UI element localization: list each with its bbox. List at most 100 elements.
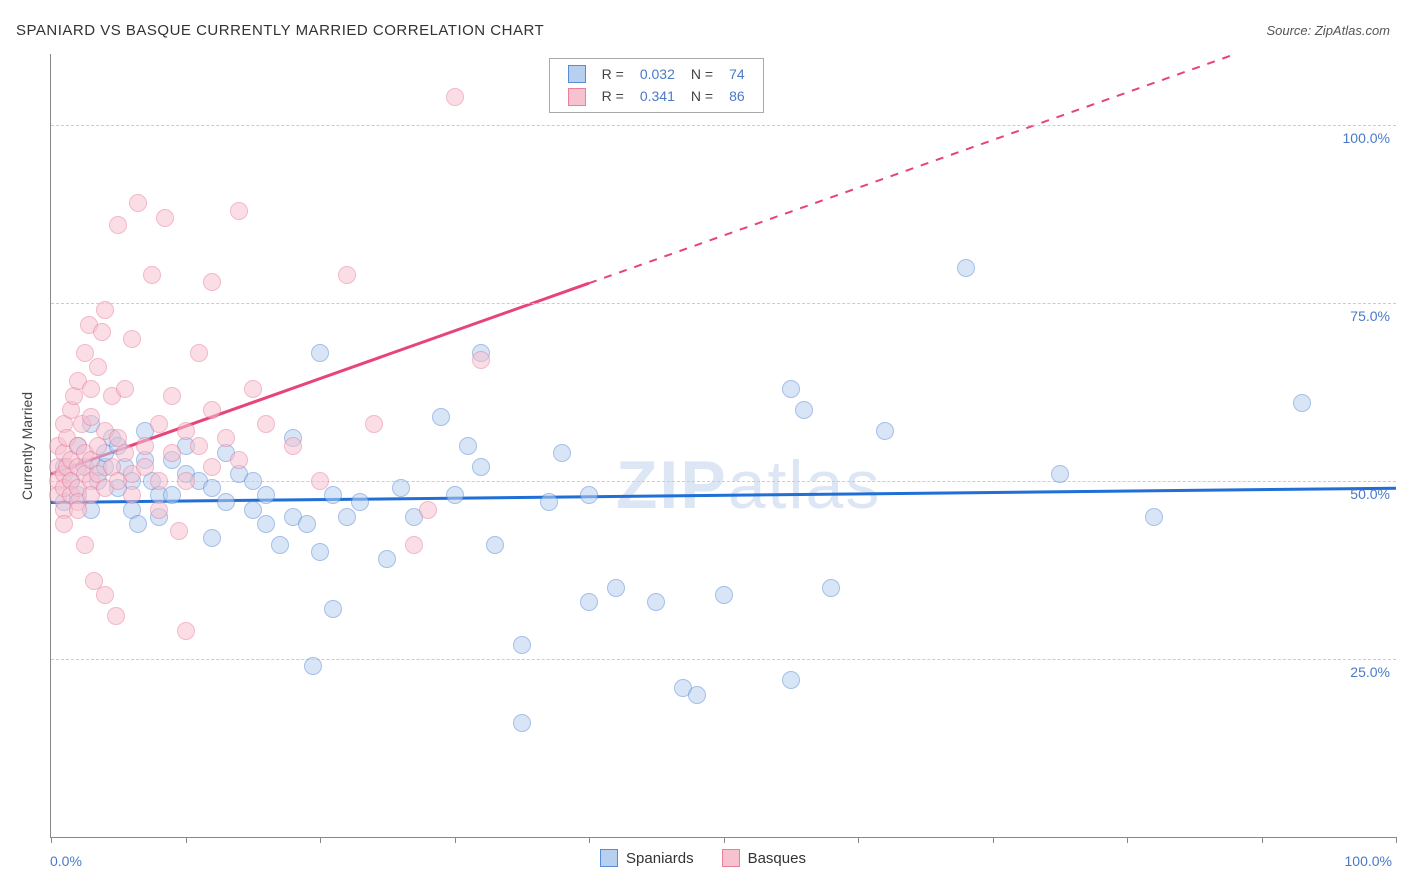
data-point: [432, 408, 450, 426]
data-point: [324, 600, 342, 618]
y-tick-label: 100.0%: [1343, 130, 1390, 146]
data-point: [217, 493, 235, 511]
data-point: [1293, 394, 1311, 412]
data-point: [472, 351, 490, 369]
data-point: [203, 273, 221, 291]
x-tick: [993, 837, 994, 843]
data-point: [365, 415, 383, 433]
data-point: [419, 501, 437, 519]
data-point: [446, 88, 464, 106]
data-point: [715, 586, 733, 604]
x-tick: [858, 837, 859, 843]
x-tick: [1396, 837, 1397, 843]
data-point: [163, 387, 181, 405]
x-tick: [1127, 837, 1128, 843]
data-point: [647, 593, 665, 611]
y-tick-label: 25.0%: [1350, 664, 1390, 680]
data-point: [129, 194, 147, 212]
watermark: ZIPatlas: [616, 446, 881, 524]
data-point: [76, 344, 94, 362]
data-point: [129, 515, 147, 533]
stats-legend: R =0.032N =74R =0.341N =86: [549, 58, 764, 113]
chart-title: SPANIARD VS BASQUE CURRENTLY MARRIED COR…: [16, 22, 544, 39]
data-point: [163, 486, 181, 504]
data-point: [177, 422, 195, 440]
data-point: [230, 202, 248, 220]
y-axis-label: Currently Married: [19, 392, 35, 500]
x-tick: [724, 837, 725, 843]
data-point: [446, 486, 464, 504]
y-tick-label: 50.0%: [1350, 486, 1390, 502]
x-tick: [589, 837, 590, 843]
data-point: [116, 380, 134, 398]
data-point: [257, 515, 275, 533]
data-point: [795, 401, 813, 419]
gridline: 75.0%: [51, 303, 1396, 304]
legend-item: Basques: [722, 849, 806, 867]
x-axis-label-min: 0.0%: [50, 853, 82, 869]
data-point: [257, 415, 275, 433]
data-point: [123, 330, 141, 348]
data-point: [607, 579, 625, 597]
data-point: [284, 437, 302, 455]
watermark-light: atlas: [728, 447, 882, 523]
legend-item: Spaniards: [600, 849, 694, 867]
data-point: [257, 486, 275, 504]
data-point: [203, 479, 221, 497]
data-point: [116, 444, 134, 462]
data-point: [351, 493, 369, 511]
x-tick: [320, 837, 321, 843]
data-point: [96, 301, 114, 319]
data-point: [177, 622, 195, 640]
plot-area: ZIPatlas R =0.032N =74R =0.341N =86 25.0…: [50, 54, 1396, 838]
data-point: [459, 437, 477, 455]
data-point: [76, 536, 94, 554]
data-point: [136, 458, 154, 476]
data-point: [304, 657, 322, 675]
data-point: [190, 344, 208, 362]
series-legend: Spaniards Basques: [0, 849, 1406, 867]
data-point: [1145, 508, 1163, 526]
data-point: [217, 429, 235, 447]
data-point: [123, 486, 141, 504]
data-point: [580, 486, 598, 504]
data-point: [244, 380, 262, 398]
data-point: [190, 437, 208, 455]
data-point: [163, 444, 181, 462]
data-point: [96, 586, 114, 604]
watermark-bold: ZIP: [616, 447, 728, 523]
data-point: [244, 472, 262, 490]
data-point: [311, 344, 329, 362]
data-point: [89, 358, 107, 376]
y-axis-label-wrap: Currently Married: [14, 54, 40, 838]
data-point: [1051, 465, 1069, 483]
data-point: [876, 422, 894, 440]
data-point: [150, 501, 168, 519]
data-point: [156, 209, 174, 227]
data-point: [486, 536, 504, 554]
data-point: [170, 522, 188, 540]
data-point: [338, 508, 356, 526]
x-tick: [455, 837, 456, 843]
data-point: [203, 458, 221, 476]
data-point: [150, 472, 168, 490]
data-point: [230, 451, 248, 469]
data-point: [271, 536, 289, 554]
data-point: [782, 380, 800, 398]
x-tick: [1262, 837, 1263, 843]
data-point: [244, 501, 262, 519]
data-point: [311, 543, 329, 561]
data-point: [311, 472, 329, 490]
data-point: [392, 479, 410, 497]
data-point: [324, 486, 342, 504]
data-point: [472, 458, 490, 476]
data-point: [82, 408, 100, 426]
data-point: [203, 401, 221, 419]
data-point: [957, 259, 975, 277]
y-tick-label: 75.0%: [1350, 308, 1390, 324]
trend-lines: [51, 54, 1396, 837]
data-point: [203, 529, 221, 547]
gridline: 100.0%: [51, 125, 1396, 126]
chart-header: SPANIARD VS BASQUE CURRENTLY MARRIED COR…: [0, 0, 1406, 46]
data-point: [136, 437, 154, 455]
